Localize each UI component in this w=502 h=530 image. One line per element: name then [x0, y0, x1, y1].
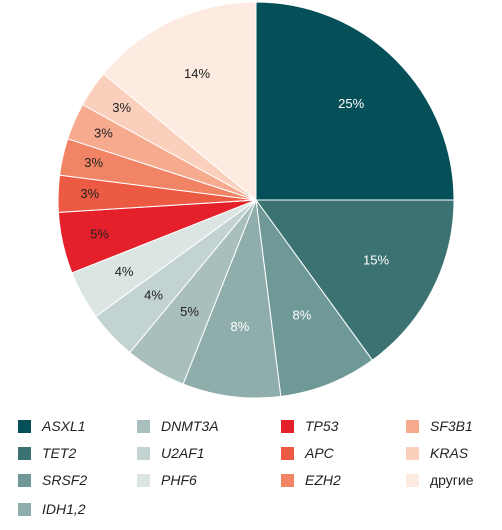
pie-slice-другие — [102, 1, 257, 202]
slice-label-apc: 3% — [80, 186, 99, 201]
pie-slice-labels: 25% 15% 8% 8% 5% 4% 4% 5% 3% 3% 3% 3% 14% — [80, 66, 389, 334]
slice-label-tet2: 15% — [363, 253, 389, 268]
slice-label-ezh2: 3% — [84, 155, 103, 170]
slice-label-phf6: 4% — [115, 264, 134, 279]
slice-label-tp53: 5% — [90, 226, 109, 241]
pie-slice-srsf2 — [255, 199, 374, 397]
slice-label-idh1-2: 8% — [231, 319, 250, 334]
slice-label-asxl1: 25% — [338, 96, 364, 111]
slice-label-u2af1: 4% — [144, 288, 163, 303]
pie-slices — [57, 1, 455, 399]
pie-slice-asxl1 — [255, 1, 455, 201]
slice-label-sf3b1: 3% — [94, 125, 113, 140]
pie-slice-tet2 — [255, 199, 455, 361]
slice-label-другие: 14% — [184, 66, 210, 81]
pie-slice-idh1-2 — [182, 199, 282, 399]
slice-label-dnmt3a: 5% — [180, 304, 199, 319]
slice-label-srsf2: 8% — [293, 307, 312, 322]
slice-label-kras: 3% — [112, 100, 131, 115]
